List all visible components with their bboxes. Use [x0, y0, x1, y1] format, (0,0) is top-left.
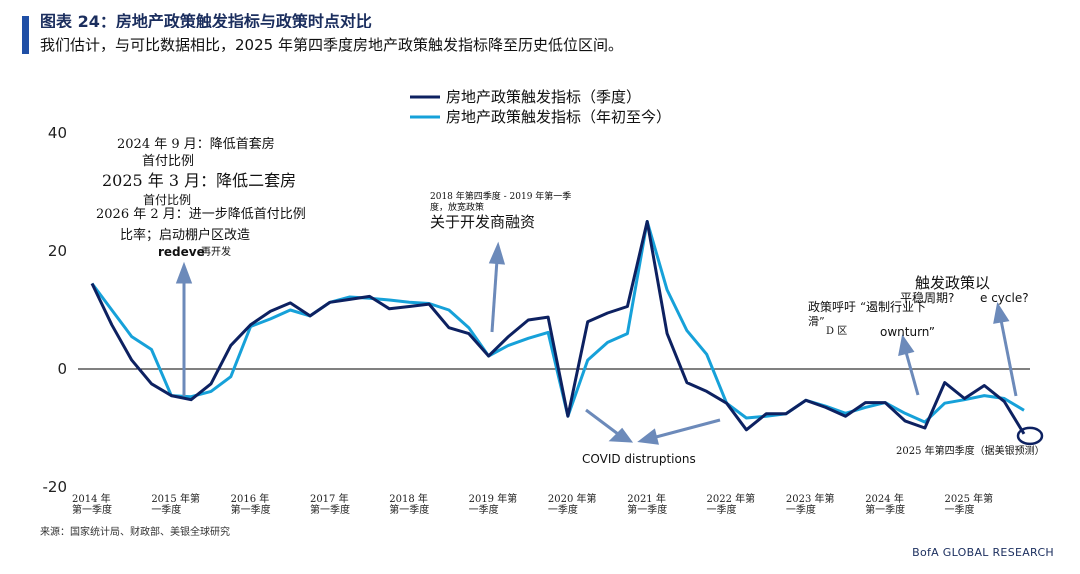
x-tick-label: 第一季度	[627, 503, 667, 516]
x-tick-label: 2018 年	[389, 492, 428, 505]
annotation-e-cycle: e cycle?	[980, 291, 1029, 305]
brand-footer: BofA GLOBAL RESEARCH	[912, 546, 1054, 559]
y-tick-label: 40	[48, 124, 67, 142]
legend-label-quarterly: 房地产政策触发指标（季度）	[446, 88, 641, 106]
x-tick-label: 一季度	[786, 503, 816, 516]
x-tick-label: 一季度	[151, 503, 181, 516]
arrow-covid-left	[585, 408, 619, 436]
annotation-policy-hua: 滑”	[808, 315, 825, 328]
arrow-policy-call	[904, 351, 920, 396]
x-tick-label: 2024 年	[865, 492, 904, 505]
x-tick-label: 第一季度	[865, 503, 905, 516]
annotation-policy-sub: 平稳周期?	[900, 290, 954, 305]
x-tick-label: 一季度	[469, 503, 499, 516]
arrow-cycle	[999, 319, 1018, 397]
x-tick-label: 2020 年第	[548, 492, 597, 505]
legend: 房地产政策触发指标（季度） 房地产政策触发指标（年初至今）	[410, 88, 671, 126]
x-tick-label: 一季度	[707, 503, 737, 516]
annotation-2026-line1: 2026 年 2 月：进一步降低首付比例	[96, 207, 306, 222]
x-tick-label: 2016 年	[231, 492, 270, 505]
arrow-policy-call-head	[898, 334, 915, 357]
x-tick-label: 一季度	[945, 503, 975, 516]
series-line-quarterly	[90, 220, 1026, 435]
arrow-2018-head	[488, 241, 506, 265]
x-tick-label: 2017 年	[310, 492, 349, 505]
y-tick-label: 0	[57, 360, 67, 378]
arrow-covid-right	[655, 418, 721, 439]
x-tick-label: 2019 年第	[469, 492, 518, 505]
arrow-covid-right-head	[637, 428, 659, 445]
annotation-2024-line1: 2024 年 9 月：降低首套房	[117, 136, 275, 152]
annotation-last-estimate: 2025 年第四季度（据美银预测）	[896, 444, 1045, 457]
x-tick-label: 第一季度	[389, 503, 429, 516]
x-tick-label: 2025 年第	[945, 492, 994, 505]
legend-label-ytd: 房地产政策触发指标（年初至今）	[446, 108, 671, 126]
last-point-circle	[1016, 426, 1044, 446]
annotation-2026-line3b: 再开发	[201, 245, 231, 258]
figure-title: 图表 24：房地产政策触发指标与政策时点对比	[40, 12, 372, 28]
accent-bar	[22, 16, 29, 54]
x-tick-label: 一季度	[548, 503, 578, 516]
x-tick-label: 2015 年第	[151, 492, 200, 505]
annotation-arrows	[175, 241, 1018, 445]
y-tick-label: 20	[48, 242, 67, 260]
annotation-2026-line3a: redeve	[158, 245, 205, 259]
x-tick-label: 2021 年	[627, 492, 666, 505]
y-tick-label: -20	[43, 478, 68, 496]
x-tick-label: 第一季度	[231, 503, 271, 516]
series-line-ytd	[90, 220, 1025, 424]
arrow-cycle-head	[993, 302, 1010, 324]
annotation-2018-line1: 2018 年第四季度 - 2019 年第一季	[430, 190, 571, 202]
annotation-2025-line1: 2025 年 3 月：降低二套房	[102, 171, 296, 190]
arrow-2024-head	[175, 261, 193, 284]
annotation-downturn: ownturn”	[880, 325, 935, 339]
x-tick-label: 2023 年第	[786, 492, 835, 505]
annotation-2018-line2: 度，放宽政策	[430, 201, 484, 213]
annotation-policy-main: 触发政策以	[915, 274, 990, 292]
source-note: 来源：国家统计局、财政部、美银全球研究	[40, 527, 230, 538]
x-tick-label: 2014 年	[72, 492, 111, 505]
annotation-covid: COVID distruptions	[582, 452, 696, 466]
annotation-2025-line2: 首付比例	[143, 193, 191, 207]
x-tick-label: 2022 年第	[707, 492, 756, 505]
arrow-covid-left-head	[608, 427, 634, 443]
figure-subtitle: 我们估计，与可比数据相比，2025 年第四季度房地产政策触发指标降至历史低位区间…	[40, 36, 623, 54]
annotation-2018-line3: 关于开发商融资	[430, 213, 535, 231]
annotation-policy-d: D 区	[826, 325, 847, 337]
x-tick-label: 第一季度	[310, 503, 350, 516]
annotations: 2024 年 9 月：降低首套房 首付比例 2025 年 3 月：降低二套房 首…	[96, 136, 1045, 466]
x-tick-label: 第一季度	[72, 503, 112, 516]
arrow-2018	[490, 259, 499, 333]
annotation-policy-call: 政策呼吁 “遏制行业下	[808, 300, 926, 314]
annotation-2024-line2: 首付比例	[142, 154, 194, 169]
annotation-2026-line2: 比率；启动棚户区改造	[120, 227, 250, 243]
y-axis: 40 20 0 -20	[43, 124, 68, 496]
